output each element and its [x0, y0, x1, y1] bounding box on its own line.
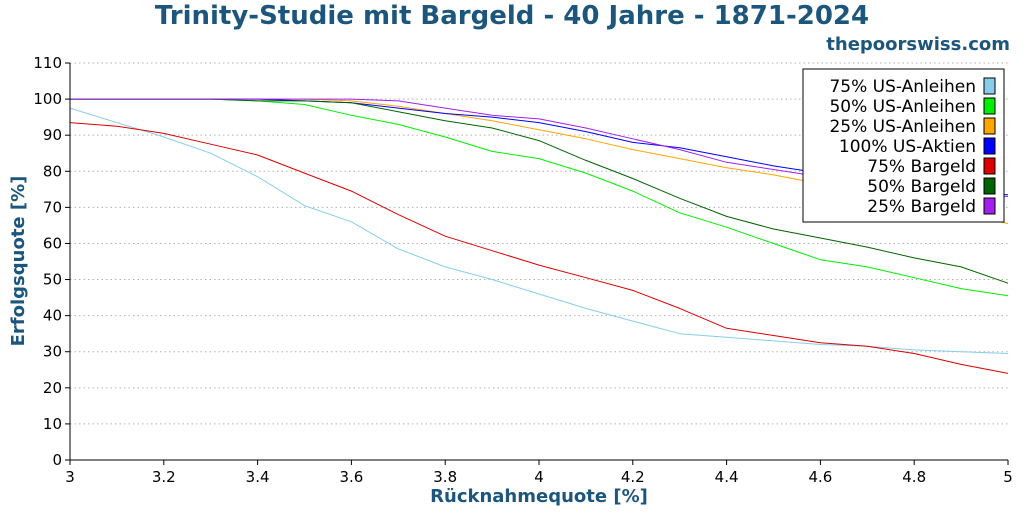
legend-label: 100% US-Aktien: [839, 137, 976, 157]
legend-swatch: [983, 117, 996, 135]
legend-label: 25% US-Anleihen: [829, 117, 976, 137]
legend-swatch: [983, 177, 996, 195]
legend-label: 50% US-Anleihen: [829, 97, 976, 117]
y-tick-label: 70: [43, 198, 62, 216]
y-tick-label: 100: [33, 90, 62, 108]
x-tick-label: 5: [1003, 468, 1013, 486]
y-tick-label: 30: [43, 343, 62, 361]
x-tick-label: 3: [65, 468, 75, 486]
series-line: [69, 122, 1009, 374]
legend-swatch: [983, 157, 996, 175]
x-tick-label: 3.8: [433, 468, 457, 486]
legend-label: 75% US-Anleihen: [829, 77, 976, 97]
grid-lines: [70, 62, 1008, 425]
y-tick-label: 80: [43, 162, 62, 180]
x-tick-label: 3.4: [246, 468, 270, 486]
chart-title: Trinity-Studie mit Bargeld - 40 Jahre - …: [154, 1, 870, 31]
legend-swatch: [983, 77, 996, 95]
legend-label: 25% Bargeld: [867, 197, 976, 217]
y-tick-label: 50: [43, 271, 62, 289]
y-tick-label: 90: [43, 126, 62, 144]
y-tick-label: 60: [43, 234, 62, 252]
series-line: [70, 98, 1009, 284]
legend-swatch: [983, 97, 996, 115]
y-tick-label: 20: [43, 379, 62, 397]
y-tick-label: 10: [43, 415, 62, 433]
x-tick-label: 4.2: [621, 468, 645, 486]
legend-swatch: [983, 197, 996, 215]
legend-label: 75% Bargeld: [867, 157, 976, 177]
tick-labels: 0 10 20 30 40 50 60 70 80 90 100 110 3 3.2 3.4 3.6 3.8 4 4…: [33, 54, 1012, 486]
legend-box: [802, 68, 1005, 223]
y-axis-title: Erfolgsquote [%]: [8, 176, 29, 347]
watermark-text: thepoorswiss.com: [826, 34, 1010, 55]
y-tick-label: 0: [52, 451, 62, 469]
x-tick-label: 4: [534, 468, 544, 486]
y-tick-label: 110: [33, 54, 62, 72]
x-tick-label: 4.6: [808, 468, 832, 486]
x-tick-label: 4.8: [902, 468, 926, 486]
y-tick-label: 40: [43, 307, 62, 325]
x-tick-label: 3.6: [339, 468, 363, 486]
x-tick-label: 4.4: [715, 468, 739, 486]
x-tick-label: 3.2: [152, 468, 176, 486]
legend-swatch: [983, 137, 996, 155]
legend-label: 50% Bargeld: [867, 177, 976, 197]
series-line: [69, 107, 1009, 354]
x-axis-title: Rücknahmequote [%]: [430, 486, 648, 507]
axes: [65, 62, 1009, 465]
